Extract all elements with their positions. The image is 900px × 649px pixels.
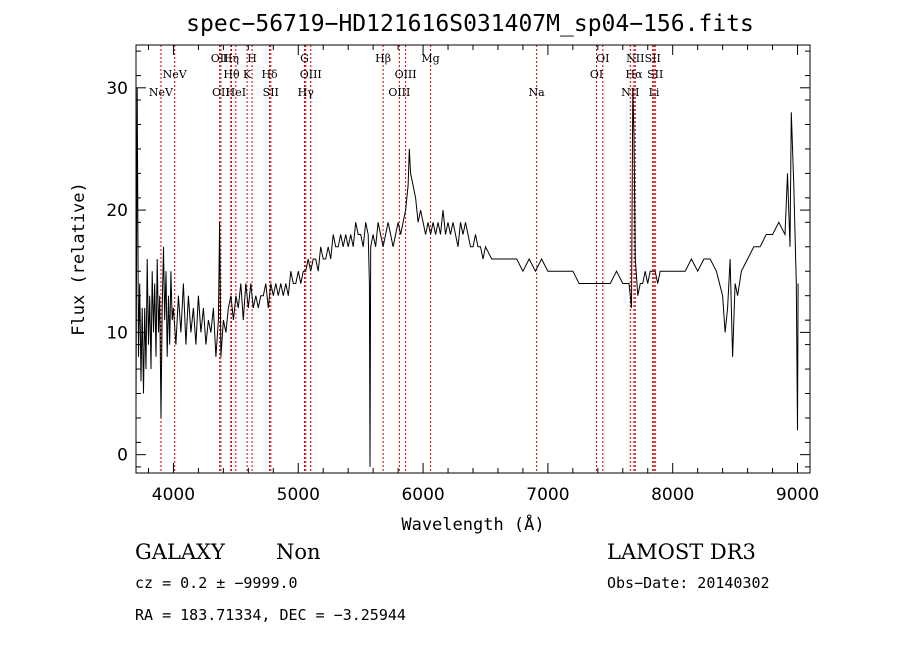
emission-line-label: SII [263,86,279,99]
emission-line-label: SII [645,52,661,65]
emission-line-labels: NeVNeVOIIOIIHηHθHeIKHHδSIIGHγOIIIHβOIIIO… [149,52,663,99]
emission-line-label: OIII [300,68,322,81]
emission-line-label: OII [211,52,229,65]
emission-line-label: Na [529,86,546,99]
emission-line-label: NII [626,52,644,65]
emission-line-label: OI [590,68,603,81]
emission-line-label: Hβ [375,52,391,65]
spectrum-series-line [135,87,799,467]
coordinates-text: RA = 183.71334, DEC = −3.25944 [135,606,406,624]
emission-line-label: G [300,52,309,65]
emission-line-label: Hη [223,52,239,65]
object-class: GALAXY [135,540,226,564]
emission-line-label: NeV [163,68,188,81]
emission-line-label: H [247,52,257,65]
emission-line-label: Hγ [298,86,315,99]
emission-line-label: HeI [226,86,246,99]
emission-line-markers [160,45,656,473]
emission-line-label: SII [647,68,663,81]
survey-name: LAMOST DR3 [607,540,756,564]
emission-line-label: Li [649,86,660,99]
x-tick-label: 5000 [277,485,320,505]
y-tick-label: 20 [106,201,128,221]
y-tick-label: 10 [106,323,128,343]
chart-title: spec−56719−HD121616S031407M_sp04−156.fit… [186,11,754,37]
x-axis: 4000 5000 6000 7000 8000 9000 [147,45,819,505]
emission-line-label: OI [596,52,609,65]
x-tick-label: 6000 [401,485,444,505]
emission-line-label: Hδ [261,68,278,81]
emission-line-label: OIII [395,68,417,81]
emission-line-label: Hα [625,68,643,81]
x-tick-label: 4000 [152,485,195,505]
emission-line-label: Hθ [223,68,240,81]
y-tick-label: 30 [106,79,128,99]
x-tick-label: 8000 [651,485,694,505]
emission-line-label: K [243,68,252,81]
emission-line-label: NII [621,86,639,99]
x-tick-label: 9000 [776,485,819,505]
emission-line-label: OII [212,86,230,99]
observation-date: Obs−Date: 20140302 [607,574,770,592]
y-tick-label: 0 [117,446,128,466]
object-subclass: Non [276,540,321,564]
emission-line-label: Mg [421,52,439,65]
x-axis-title: Wavelength (Å) [401,513,544,535]
redshift-text: cz = 0.2 ± −9999.0 [135,574,298,592]
y-axis: 0 10 20 30 [106,50,810,468]
emission-line-label: NeV [149,86,174,99]
emission-line-label: OIII [388,86,410,99]
x-tick-label: 7000 [526,485,569,505]
y-axis-title: Flux (relative) [69,182,89,336]
